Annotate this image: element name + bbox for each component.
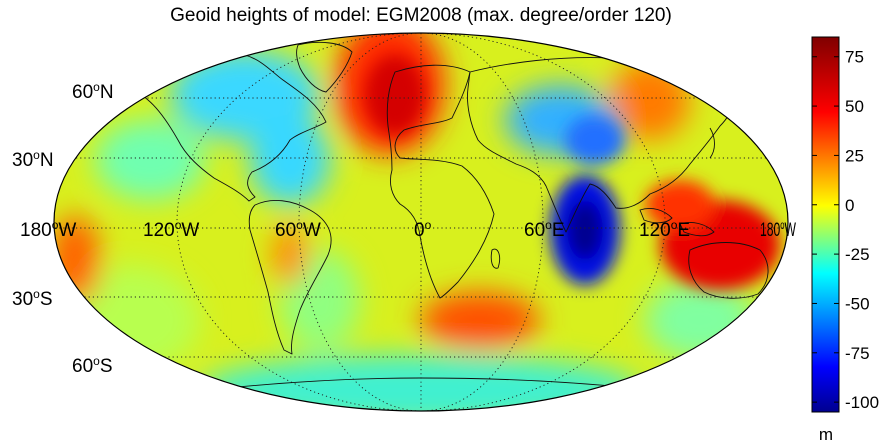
map-title: Geoid heights of model: EGM2008 (max. de… bbox=[170, 5, 672, 26]
lat-label-30S: 30oS bbox=[12, 287, 53, 310]
lon-label-60W: 60oW bbox=[275, 218, 321, 241]
longitude-labels: 180oW 120oW 60oW 0o 60oE 120oE 180oW bbox=[20, 218, 796, 241]
lat-label-60N: 60oN bbox=[72, 80, 114, 103]
colorbar-ticks: 75 50 25 0 -25 -50 -75 -100 bbox=[812, 48, 879, 412]
lon-label-0: 0o bbox=[414, 218, 432, 241]
colorbar-tick-label: 50 bbox=[845, 97, 864, 116]
colorbar-tick-label: -25 bbox=[845, 245, 870, 264]
colorbar-unit-label: m bbox=[819, 425, 833, 444]
lat-label-30N: 30oN bbox=[12, 148, 54, 171]
colorbar-tick-label: -100 bbox=[845, 393, 879, 412]
lon-label-120W: 120oW bbox=[143, 218, 199, 241]
colorbar-tick-label: 0 bbox=[845, 196, 854, 215]
coastlines bbox=[130, 41, 777, 393]
colorbar-tick-label: 25 bbox=[845, 146, 864, 165]
lon-label-180W: 180oW bbox=[20, 218, 76, 241]
latitude-labels: 60oN 30oN 30oS 60oS bbox=[12, 80, 114, 377]
lon-label-180W-right: 180oW bbox=[760, 218, 796, 241]
lon-label-120E: 120oE bbox=[639, 218, 690, 241]
colorbar-tick-label: -50 bbox=[845, 294, 870, 313]
lat-label-60S: 60oS bbox=[72, 354, 113, 377]
colorbar-gradient bbox=[811, 36, 840, 413]
globe-outline bbox=[53, 32, 789, 412]
colorbar-tick-label: 75 bbox=[845, 48, 864, 67]
colorbar: 75 50 25 0 -25 -50 -75 -100 m bbox=[811, 36, 879, 444]
lon-label-60E: 60oE bbox=[524, 218, 565, 241]
colorbar-tick-label: -75 bbox=[845, 344, 870, 363]
